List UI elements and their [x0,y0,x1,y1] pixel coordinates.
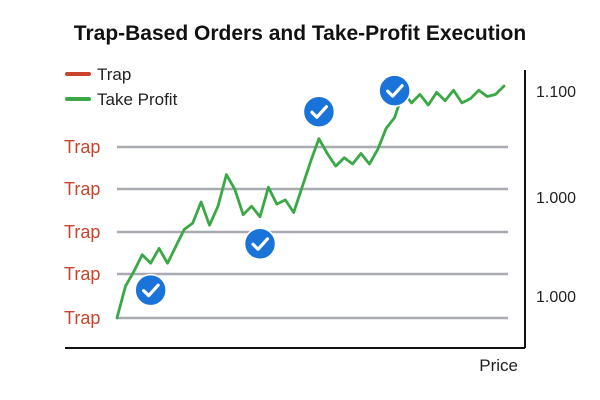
take-profit-check-icon [378,74,411,107]
trap-lines [117,145,508,320]
trap-label: Trap [64,179,100,199]
take-profit-series-line [115,84,506,320]
trap-label: Trap [64,264,100,284]
take-profit-markers [134,74,411,307]
legend-label-take-profit: Take Profit [97,90,178,109]
chart-title: Trap-Based Orders and Take-Profit Execut… [74,22,526,45]
legend: Trap Take Profit [65,65,178,109]
trap-label: Trap [64,308,100,328]
legend-label-trap: Trap [97,65,131,84]
right-axis-tick-label: 1.000 [536,289,576,306]
x-axis-label: Price [479,356,518,375]
legend-swatch-take-profit [65,97,91,101]
take-profit-check-icon [302,95,336,128]
trap-label: Trap [64,222,100,242]
right-axis-ticks: 1.100 1.000 1.000 [536,84,576,306]
series-layer [115,84,506,320]
take-profit-check-icon [243,227,277,261]
legend-swatch-trap [65,72,91,76]
trap-label: Trap [64,137,100,157]
right-axis-tick-label: 1.100 [536,84,576,101]
take-profit-check-icon [134,273,167,307]
right-axis-tick-label: 1.000 [536,190,576,207]
trap-labels: Trap Trap Trap Trap Trap [64,137,100,328]
